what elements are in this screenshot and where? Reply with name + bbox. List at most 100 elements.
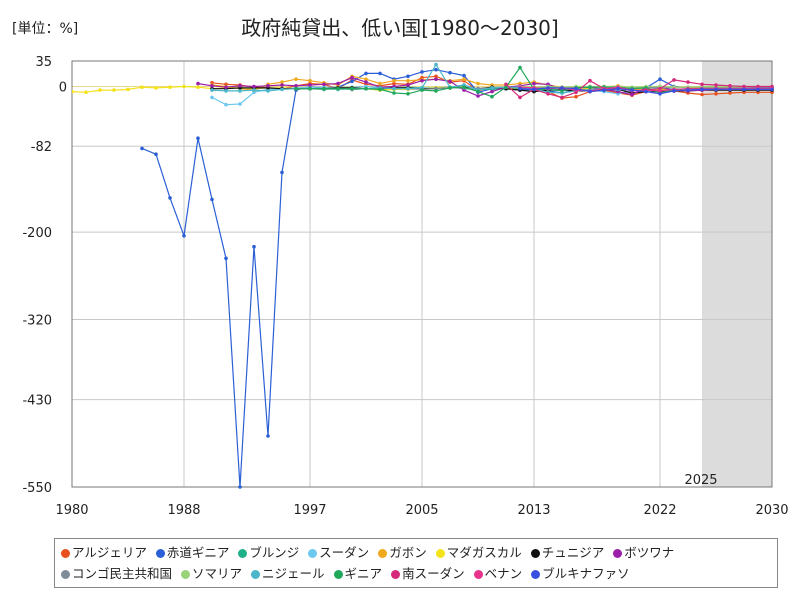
data-point (742, 87, 746, 92)
data-point (392, 78, 396, 83)
data-point (560, 86, 564, 90)
legend-item: アルジェリア (61, 542, 147, 563)
data-point (714, 83, 718, 87)
legend-item: ブルンジ (238, 542, 299, 563)
data-point (378, 71, 382, 76)
data-point (280, 80, 284, 84)
y-tick-label: -550 (22, 481, 52, 496)
x-tick-label: 1980 (55, 503, 88, 518)
y-tick-label: 0 (59, 80, 67, 95)
legend-marker (613, 549, 623, 558)
data-point (336, 81, 340, 86)
data-point (434, 77, 438, 81)
data-point (252, 88, 256, 92)
data-point (196, 136, 200, 140)
data-point (546, 92, 550, 96)
data-point (406, 83, 410, 87)
data-point (770, 87, 774, 92)
legend-marker (61, 549, 70, 558)
data-point (448, 86, 452, 90)
legend-item: マダガスカル (435, 542, 522, 563)
legend-label: ニジェール (262, 566, 325, 581)
data-point (406, 86, 410, 91)
legend-item: ボツワナ (613, 542, 674, 563)
series-1 (140, 67, 774, 489)
unit-label: [単位：%] (12, 21, 79, 37)
data-point (112, 88, 116, 92)
data-point (462, 77, 466, 81)
data-point (434, 67, 438, 72)
data-point (238, 84, 242, 88)
data-point (420, 70, 424, 74)
data-point (700, 82, 704, 87)
legend-item: ギニア (333, 563, 382, 584)
data-point (700, 87, 704, 92)
x-tick-label: 1997 (293, 503, 326, 518)
legend-item: チュニジア (530, 542, 605, 563)
data-point (476, 81, 480, 86)
data-point (658, 77, 662, 81)
data-point (490, 86, 494, 90)
data-point (238, 89, 242, 93)
data-point (224, 89, 228, 93)
series-14 (518, 86, 774, 96)
data-point (616, 86, 620, 91)
legend-label: ブルンジ (249, 545, 300, 560)
legend-label: ソマリア (192, 566, 243, 581)
series-line (141, 69, 772, 488)
data-point (434, 89, 438, 93)
legend-marker (61, 570, 70, 579)
data-point (154, 86, 158, 90)
data-point (182, 84, 186, 89)
legend-label: 南スーダン (402, 566, 465, 581)
legend-marker (333, 570, 343, 579)
data-point (658, 92, 662, 96)
y-tick-label: 35 (35, 55, 52, 70)
data-point (420, 78, 424, 83)
data-point (378, 81, 382, 86)
data-point (322, 82, 326, 87)
data-point (700, 92, 704, 97)
data-point (280, 83, 284, 87)
data-point (280, 170, 284, 175)
legend-label: コンゴ民主共和国 (72, 566, 173, 581)
legend-label: チュニジア (541, 545, 605, 560)
data-point (602, 88, 606, 92)
data-point (392, 86, 396, 91)
data-point (182, 234, 186, 238)
legend-label: ベナン (484, 566, 523, 581)
legend-label: ボツワナ (624, 545, 675, 560)
legend-item: ニジェール (251, 563, 325, 584)
plot-frame (71, 60, 773, 488)
data-point (210, 197, 214, 202)
data-point (168, 196, 172, 200)
data-point (266, 84, 270, 88)
y-tick-label: -430 (22, 394, 52, 409)
data-point (210, 84, 214, 88)
data-point (280, 87, 284, 92)
data-point (532, 81, 536, 86)
legend-item: ベナン (473, 563, 523, 584)
data-point (322, 86, 326, 91)
legend-marker (251, 570, 261, 579)
data-point (406, 78, 410, 83)
data-point (266, 434, 270, 438)
data-point (728, 87, 732, 92)
data-point (560, 95, 564, 100)
x-tick-label: 2005 (405, 503, 438, 518)
legend-marker (308, 549, 318, 558)
data-point (98, 88, 102, 92)
chart-title: 政府純貸出、低い国[1980～2030] (241, 16, 559, 40)
data-point (588, 89, 592, 94)
data-point (588, 78, 592, 83)
legend-marker (378, 549, 388, 558)
data-point (448, 79, 452, 84)
legend-item: 南スーダン (391, 563, 465, 584)
data-point (364, 77, 368, 81)
data-point (672, 89, 676, 93)
data-point (126, 87, 130, 92)
data-point (196, 85, 200, 89)
data-point (294, 86, 298, 91)
legend: アルジェリア 赤道ギニア ブルンジ スーダン ガボン マダガスカル チュニジア ボツワナコンゴ… (54, 538, 778, 588)
